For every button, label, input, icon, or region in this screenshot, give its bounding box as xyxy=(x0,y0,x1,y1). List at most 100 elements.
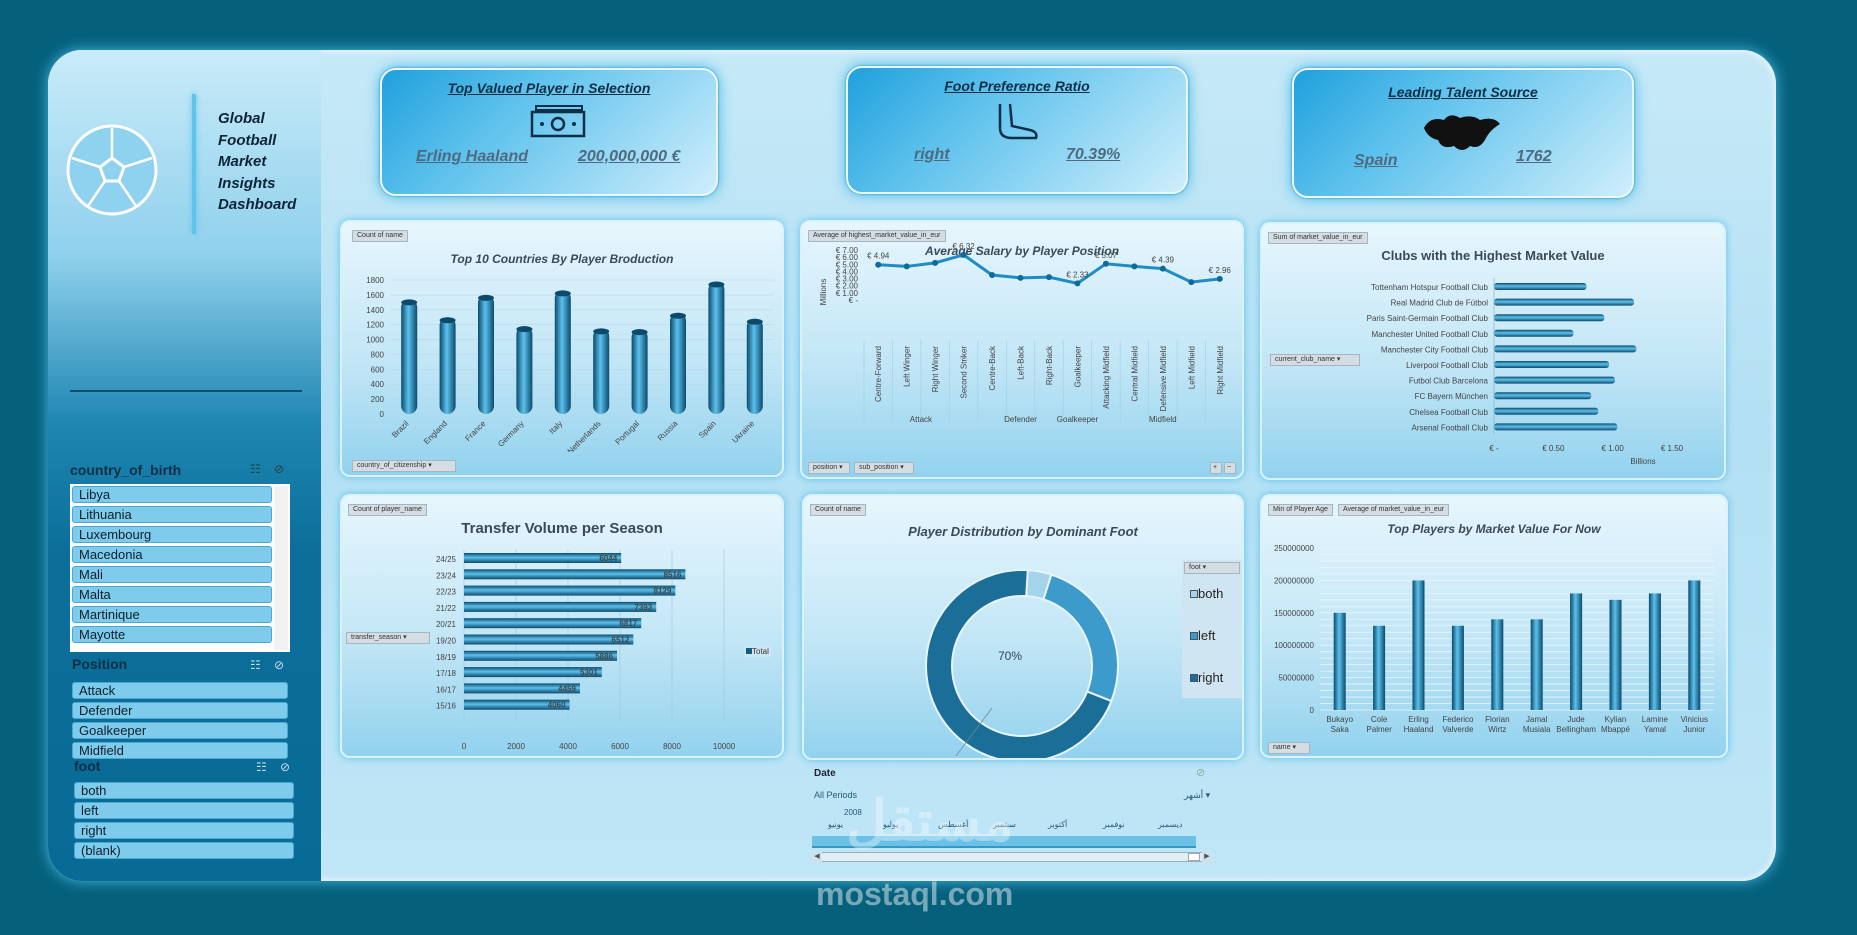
y-tick-label: 800 xyxy=(371,350,385,359)
data-label: € 2.96 xyxy=(1209,266,1232,275)
left-divider xyxy=(70,390,302,392)
scroll-right-button[interactable]: ▶ xyxy=(1202,852,1212,862)
multiselect-icon[interactable]: ☷ xyxy=(250,658,261,672)
bar-top xyxy=(439,317,456,324)
clear-filter-icon[interactable]: ⊘ xyxy=(280,760,291,774)
bar xyxy=(1648,593,1661,710)
slicer-item[interactable]: Malta xyxy=(72,586,272,603)
countries-chart: 0 200 400 600 800 1000 1200 1400 1600 1800 Brazil E… xyxy=(366,276,774,452)
timeline-month[interactable]: سبتمبر xyxy=(993,820,1016,829)
timeline-month[interactable]: ديسمبر xyxy=(1158,820,1183,829)
filter-button[interactable]: sub_position ▾ xyxy=(854,462,914,474)
x-tick-label: Second Striker xyxy=(960,346,969,399)
slicer-item[interactable]: Libya xyxy=(72,486,272,503)
field-button[interactable]: Count of player_name xyxy=(348,504,427,516)
y-tick-label: Real Madrid Club de Fútbol xyxy=(1391,299,1489,308)
legend-filter-button[interactable]: foot ▾ xyxy=(1184,562,1240,574)
legend-item: right xyxy=(1190,670,1223,685)
timeline-bar[interactable] xyxy=(812,836,1196,848)
y-tick-label: 1600 xyxy=(366,291,384,300)
bar xyxy=(1494,376,1616,384)
y-tick-label: € 7.00 xyxy=(836,246,859,255)
timeline-year: 2008 xyxy=(844,808,862,817)
bar xyxy=(464,585,676,596)
data-point xyxy=(1131,263,1138,270)
slicer-item[interactable]: Midfield xyxy=(72,742,288,759)
slicer-item[interactable]: Mali xyxy=(72,566,272,583)
expand-button[interactable]: + xyxy=(1210,462,1222,474)
clear-filter-icon[interactable]: ⊘ xyxy=(274,658,285,672)
bar-top xyxy=(593,328,610,335)
field-button[interactable]: Min of Player Age xyxy=(1268,504,1333,516)
field-button[interactable]: Count of name xyxy=(352,230,408,242)
x-tick-label: Germany xyxy=(496,419,526,449)
slicer-item[interactable]: both xyxy=(74,782,294,799)
title-line: Football xyxy=(218,131,277,149)
slicer-item[interactable]: Luxembourg xyxy=(72,526,272,543)
x-tick-label: Lamine xyxy=(1642,715,1669,724)
group-label: Midfield xyxy=(1149,415,1177,424)
data-label: 5886 xyxy=(595,652,613,661)
dropdown-icon: ▾ xyxy=(900,464,904,471)
filter-button[interactable]: transfer_season ▾ xyxy=(346,632,430,644)
x-tick-label: Erling xyxy=(1408,715,1428,724)
slicer-item[interactable]: Mayotte xyxy=(72,626,272,643)
kpi-player-name: Erling Haaland xyxy=(416,148,529,165)
timeline-unit[interactable]: أشهر ▾ xyxy=(1184,790,1210,801)
filter-button[interactable]: current_club_name ▾ xyxy=(1270,354,1360,366)
x-tick-label: Spain xyxy=(697,419,718,440)
legend-label: left xyxy=(1198,628,1216,643)
bar xyxy=(1494,298,1635,306)
kpi-country-count: 1762 xyxy=(1516,148,1552,165)
bar xyxy=(1530,619,1543,710)
slicer-item[interactable]: (blank) xyxy=(74,842,294,859)
slicer-scrollbar[interactable] xyxy=(274,486,288,650)
timeline-month[interactable]: أكتوبر xyxy=(1048,820,1068,829)
center-label: 70% xyxy=(998,649,1022,663)
slicer-item[interactable]: Lithuania xyxy=(72,506,272,523)
data-label: 7393 xyxy=(634,603,652,612)
chart-title: Player Distribution by Dominant Foot xyxy=(908,524,1138,539)
bar xyxy=(464,553,622,563)
top-players-chart: 0 50000000 100000000 150000000 200000000 2500… xyxy=(1274,544,1714,734)
kpi-country: Spain xyxy=(1354,152,1398,169)
field-button[interactable]: Average of market_value_in_eur xyxy=(1338,504,1450,516)
slicer-item[interactable]: right xyxy=(74,822,294,839)
collapse-button[interactable]: − xyxy=(1224,462,1236,474)
x-tick-label: Centre-Forward xyxy=(874,346,883,402)
slicer-item[interactable]: left xyxy=(74,802,294,819)
multiselect-icon[interactable]: ☷ xyxy=(250,462,261,476)
bar xyxy=(464,601,657,612)
field-button[interactable]: Average of highest_market_value_in_eur xyxy=(808,230,946,242)
field-button[interactable]: Count of name xyxy=(810,504,866,516)
slicer-item[interactable]: Attack xyxy=(72,682,288,699)
y-tick-label: 200000000 xyxy=(1274,576,1315,585)
leader-line xyxy=(955,707,993,757)
timeline-month[interactable]: يونيو xyxy=(828,820,844,829)
scroll-thumb[interactable] xyxy=(1188,853,1200,861)
clear-filter-icon[interactable]: ⊘ xyxy=(1196,767,1206,779)
scroll-left-button[interactable]: ◀ xyxy=(812,852,822,862)
timeline-month[interactable]: أغسطس xyxy=(938,820,969,829)
group-label: Attack xyxy=(910,415,933,424)
x-tick-label: Cole xyxy=(1371,715,1388,724)
legend-swatch xyxy=(746,648,752,654)
filter-button[interactable]: country_of_citizenship ▾ xyxy=(352,460,456,472)
slicer-item[interactable]: Macedonia xyxy=(72,546,272,563)
filter-button[interactable]: name ▾ xyxy=(1268,742,1310,754)
chart-legend: Total xyxy=(744,646,771,657)
timeline-month[interactable]: يوليو xyxy=(883,820,899,829)
x-tick-label: Federico xyxy=(1442,715,1474,724)
slicer-item[interactable]: Goalkeeper xyxy=(72,722,288,739)
multiselect-icon[interactable]: ☷ xyxy=(256,760,267,774)
y-tick-label: 22/23 xyxy=(436,588,457,597)
kpi-foot-ratio: Foot Preference Ratio right 70.39% xyxy=(846,66,1188,194)
x-tick-label: Right-Back xyxy=(1045,345,1054,385)
clear-filter-icon[interactable]: ⊘ xyxy=(274,462,285,476)
filter-button[interactable]: position ▾ xyxy=(808,462,850,474)
timeline-month[interactable]: نوفمبر xyxy=(1103,820,1125,829)
slicer-item[interactable]: Defender xyxy=(72,702,288,719)
salary-chart: Millions € -€ 1.00€ 2.00€ 3.00€ 4.00€ 5.0… xyxy=(819,242,1232,424)
slicer-item[interactable]: Martinique xyxy=(72,606,272,623)
field-button[interactable]: Sum of market_value_in_eur xyxy=(1268,232,1368,244)
